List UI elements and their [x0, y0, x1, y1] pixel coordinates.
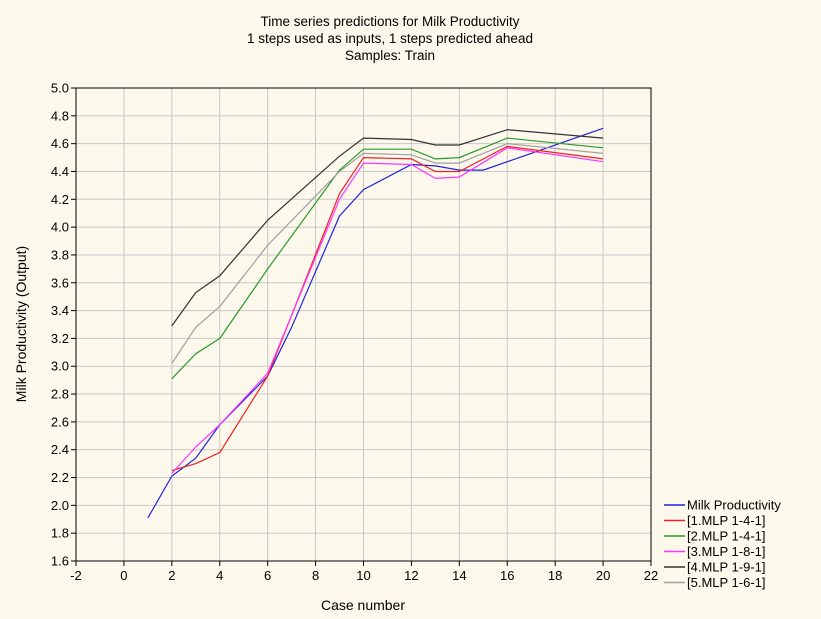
y-axis-ticks: 1.6 1.8 2.0 2.2 2.4 2.6 2.8 3.0 3.2 3.4 3.6 3.8 4.0 4… — [51, 81, 76, 569]
y-tick-label: 3.8 — [51, 247, 69, 262]
series-line-2 — [171, 145, 604, 472]
series-line-6 — [171, 142, 604, 364]
legend-label: [1.MLP 1-4-1] — [687, 513, 766, 528]
y-tick-label: 2.8 — [51, 387, 69, 402]
legend-item: [1.MLP 1-4-1] — [664, 513, 766, 528]
legend-label: [5.MLP 1-6-1] — [687, 575, 766, 590]
legend-item: [3.MLP 1-8-1] — [664, 544, 766, 559]
y-tick-label: 2.0 — [51, 498, 69, 513]
x-axis-label: Case number — [321, 597, 405, 613]
legend: Milk Productivity[1.MLP 1-4-1][2.MLP 1-4… — [664, 498, 781, 590]
x-tick-label: 20 — [596, 568, 610, 583]
legend-item: Milk Productivity — [664, 498, 781, 513]
x-tick-label: 18 — [548, 568, 562, 583]
x-tick-label: -2 — [70, 568, 82, 583]
y-tick-label: 4.2 — [51, 192, 69, 207]
x-tick-label: 14 — [452, 568, 466, 583]
legend-item: [5.MLP 1-6-1] — [664, 575, 766, 590]
y-tick-label: 2.6 — [51, 414, 69, 429]
chart-title-line-3: Samples: Train — [345, 48, 435, 63]
x-tick-label: 6 — [264, 568, 271, 583]
legend-label: [4.MLP 1-9-1] — [687, 560, 766, 575]
x-tick-label: 0 — [120, 568, 127, 583]
y-tick-label: 1.8 — [51, 526, 69, 541]
series-line-4 — [171, 147, 604, 474]
legend-item: [4.MLP 1-9-1] — [664, 560, 766, 575]
x-tick-label: 2 — [168, 568, 175, 583]
legend-label: Milk Productivity — [687, 498, 781, 513]
y-tick-label: 3.4 — [51, 303, 69, 318]
y-axis-label: Milk Productivity (Output) — [13, 246, 29, 402]
y-tick-label: 5.0 — [51, 81, 69, 96]
x-axis-ticks: -2 0 2 4 6 8 10 12 14 16 18 20 22 — [70, 561, 658, 583]
series-line-3 — [171, 137, 604, 380]
y-tick-label: 3.6 — [51, 275, 69, 290]
chart-title-line-2: 1 steps used as inputs, 1 steps predicte… — [247, 31, 533, 46]
plot-area — [75, 87, 652, 562]
legend-label: [2.MLP 1-4-1] — [687, 529, 766, 544]
x-tick-label: 10 — [356, 568, 370, 583]
series-line-1 — [147, 127, 604, 519]
chart-title-line-1: Time series predictions for Milk Product… — [260, 14, 519, 29]
y-tick-label: 4.4 — [51, 164, 69, 179]
x-tick-label: 8 — [312, 568, 319, 583]
x-tick-label: 4 — [216, 568, 223, 583]
y-tick-label: 2.4 — [51, 442, 69, 457]
series-line-5 — [171, 129, 604, 327]
x-tick-label: 12 — [404, 568, 418, 583]
legend-label: [3.MLP 1-8-1] — [687, 544, 766, 559]
y-tick-label: 1.6 — [51, 554, 69, 569]
y-tick-label: 3.0 — [51, 359, 69, 374]
y-tick-label: 4.6 — [51, 136, 69, 151]
series-lines — [147, 127, 604, 519]
x-tick-label: 16 — [500, 568, 514, 583]
y-tick-label: 3.2 — [51, 331, 69, 346]
chart-title: Time series predictions for Milk Product… — [247, 14, 533, 63]
x-tick-label: 22 — [644, 568, 658, 583]
y-tick-label: 4.8 — [51, 108, 69, 123]
legend-item: [2.MLP 1-4-1] — [664, 529, 766, 544]
y-tick-label: 2.2 — [51, 470, 69, 485]
y-tick-label: 4.0 — [51, 220, 69, 235]
